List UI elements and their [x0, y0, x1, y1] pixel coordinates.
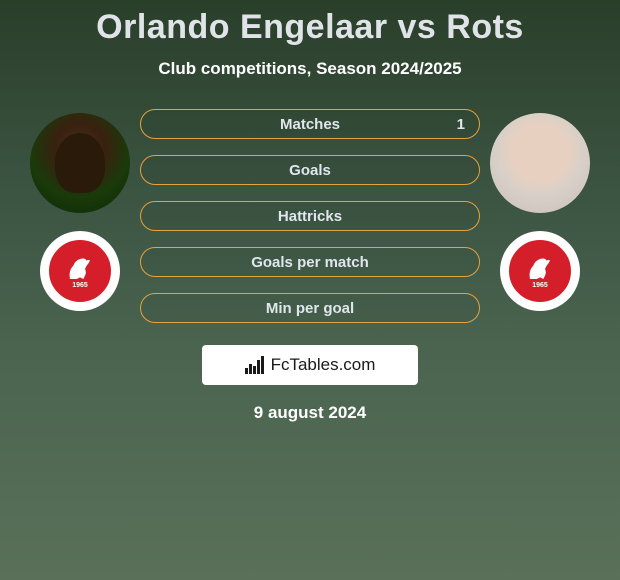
page-title: Orlando Engelaar vs Rots: [96, 8, 524, 47]
comparison-card: Orlando Engelaar vs Rots Club competitio…: [0, 0, 620, 423]
club-year: 1965: [72, 282, 88, 289]
date-text: 9 august 2024: [254, 403, 366, 423]
stat-label: Matches: [280, 116, 340, 133]
bars-icon: [245, 356, 265, 374]
club-year: 1965: [532, 282, 548, 289]
club-badge-inner: 1965: [46, 237, 114, 305]
player-left-column: 1965: [20, 107, 140, 311]
player-right-column: 1965: [480, 107, 600, 311]
stat-bar-hattricks: Hattricks: [140, 201, 480, 231]
player-left-club-badge: 1965: [40, 231, 120, 311]
subtitle: Club competitions, Season 2024/2025: [158, 59, 461, 79]
stat-bar-matches: Matches 1: [140, 109, 480, 139]
stat-bar-goals: Goals: [140, 155, 480, 185]
stat-value-right: 1: [457, 116, 465, 133]
player-right-avatar: [490, 113, 590, 213]
stat-label: Goals per match: [251, 254, 369, 271]
main-row: 1965 Matches 1 Goals Hattricks Goals per…: [0, 107, 620, 323]
stat-bar-goals-per-match: Goals per match: [140, 247, 480, 277]
stat-label: Min per goal: [266, 300, 354, 317]
horse-icon: [523, 254, 557, 284]
stat-bar-min-per-goal: Min per goal: [140, 293, 480, 323]
stat-label: Goals: [289, 162, 331, 179]
club-badge-inner: 1965: [506, 237, 574, 305]
horse-icon: [63, 254, 97, 284]
brand-watermark: FcTables.com: [202, 345, 418, 385]
brand-text: FcTables.com: [271, 355, 376, 375]
player-left-avatar: [30, 113, 130, 213]
stats-column: Matches 1 Goals Hattricks Goals per matc…: [140, 107, 480, 323]
player-right-club-badge: 1965: [500, 231, 580, 311]
stat-label: Hattricks: [278, 208, 342, 225]
